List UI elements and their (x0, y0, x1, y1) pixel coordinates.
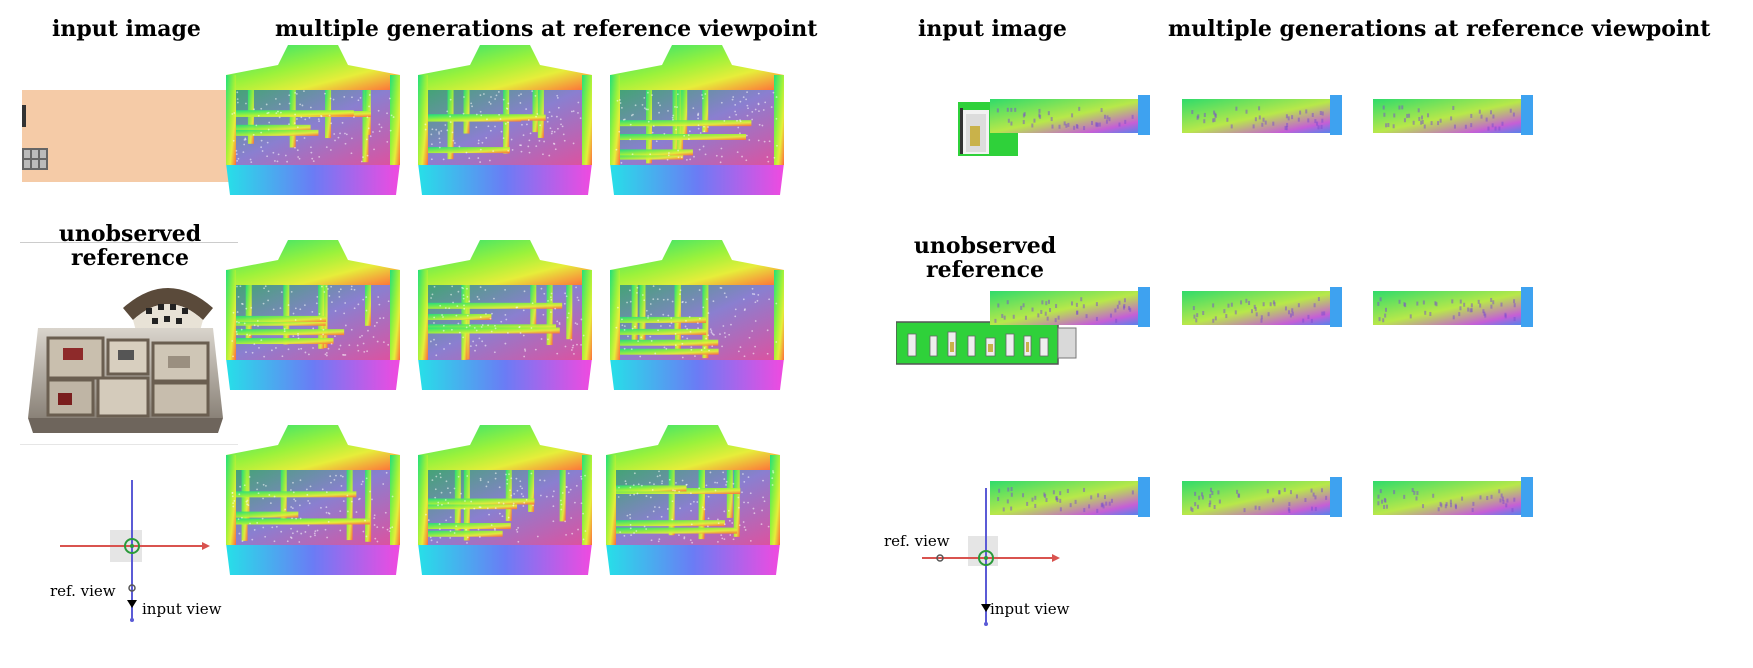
generation-strip (1182, 93, 1348, 139)
generation-strip (1373, 475, 1539, 521)
viewpoint-diagram (40, 470, 220, 630)
generation-render (410, 425, 600, 585)
generation-strip (990, 93, 1156, 139)
generation-render (602, 240, 792, 400)
generation-strip (990, 285, 1156, 331)
unobserved-reference-label-right: unobserved reference (913, 233, 1057, 283)
generation-render (410, 45, 600, 205)
reference-strip-right (896, 320, 1078, 366)
generation-render (218, 425, 408, 585)
input-image-header-right: input image (918, 16, 1067, 42)
generation-strip (1182, 285, 1348, 331)
generation-strip (1373, 93, 1539, 139)
generation-strip (1182, 475, 1348, 521)
generation-render (218, 240, 408, 400)
generation-render (602, 45, 792, 205)
input-view-label-right: input view (990, 600, 1070, 618)
generation-render (598, 425, 788, 585)
ref-view-label: ref. view (50, 582, 116, 600)
ref-view-label-right: ref. view (884, 532, 950, 550)
input-image (22, 90, 240, 182)
viewpoint-diagram-right (912, 488, 1072, 628)
separator-2 (20, 444, 238, 445)
input-view-label: input view (142, 600, 222, 618)
generation-render (410, 240, 600, 400)
generation-render (218, 45, 408, 205)
generations-header: multiple generations at reference viewpo… (275, 16, 818, 42)
input-image-header: input image (52, 16, 201, 42)
generation-strip (1373, 285, 1539, 331)
generation-strip (990, 475, 1156, 521)
reference-house-render (28, 268, 226, 433)
unobserved-reference-label: unobserved reference (58, 221, 202, 271)
generations-header-right: multiple generations at reference viewpo… (1168, 16, 1711, 42)
separator (20, 242, 238, 243)
